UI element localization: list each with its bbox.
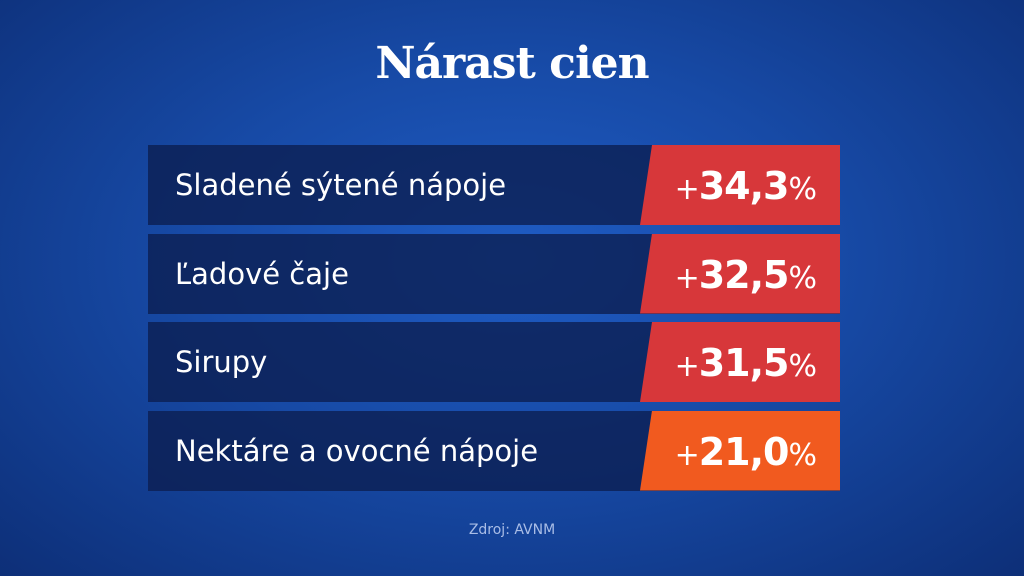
value-badge: +32,5% [640, 233, 840, 314]
row-label: Sladené sýtené nápoje [175, 168, 507, 202]
row: Nektáre a ovocné nápoje +21,0% [148, 410, 840, 491]
row-value: +21,0% [674, 429, 817, 474]
row-label: Ľadové čaje [175, 256, 349, 291]
row-value: +34,3% [674, 164, 817, 208]
row: Sladené sýtené nápoje +34,3% [148, 145, 840, 225]
row-label: Nektáre a ovocné nápoje [175, 433, 539, 468]
row-value: +32,5% [674, 252, 817, 297]
value-badge: +21,0% [640, 410, 840, 491]
rows: Sladené sýtené nápoje +34,3% Ľadové čaje +3… [148, 145, 840, 499]
value-badge: +34,3% [640, 145, 840, 225]
row: Ľadové čaje +32,5% [148, 233, 840, 314]
title: Nárast cien [375, 38, 649, 89]
value-badge: +31,5% [640, 322, 840, 402]
row-label: Sirupy [175, 345, 268, 379]
source: Zdroj: AVNM [468, 522, 556, 538]
row: Sirupy +31,5% [148, 322, 840, 402]
row-value: +31,5% [674, 341, 817, 385]
